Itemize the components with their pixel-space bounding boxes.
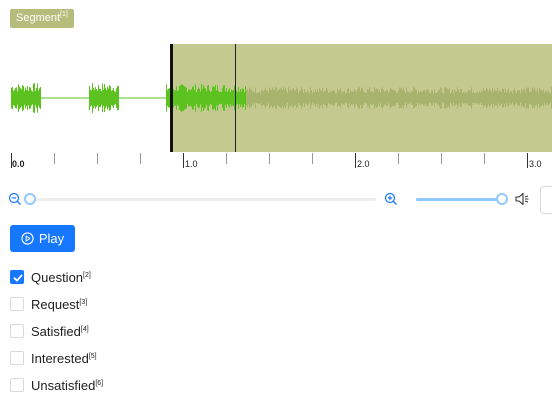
tick-label-2: 2.0 (357, 159, 370, 169)
choice-label: Unsatisfied[6] (31, 377, 104, 393)
player-controls (0, 186, 552, 214)
choice-label: Satisfied[4] (31, 323, 89, 339)
timeline-ruler: 0.0 1.0 2.0 3.0 (0, 150, 552, 174)
choice-interested[interactable]: Interested[5] (10, 349, 97, 367)
checkbox[interactable] (10, 351, 24, 365)
choice-request[interactable]: Request[3] (10, 295, 87, 313)
choice-hotkey: [6] (95, 379, 104, 387)
zoom-slider-track[interactable] (28, 198, 376, 201)
play-circle-icon (21, 232, 34, 245)
checkbox[interactable] (10, 324, 24, 338)
volume-slider-fill (416, 198, 502, 201)
waveform-played (11, 83, 246, 113)
checkbox[interactable] (10, 378, 24, 392)
choice-satisfied[interactable]: Satisfied[4] (10, 322, 89, 340)
choice-hotkey: [5] (88, 352, 97, 360)
choice-label: Question[2] (31, 269, 91, 285)
zoom-slider-handle[interactable] (24, 193, 36, 205)
waveform-unplayed (246, 87, 552, 109)
volume-slider-handle[interactable] (496, 193, 508, 205)
zoom-in-icon[interactable] (384, 192, 398, 206)
play-button[interactable]: Play (10, 225, 75, 252)
zoom-out-icon[interactable] (8, 192, 22, 206)
volume-slider-track[interactable] (416, 198, 502, 201)
choice-question[interactable]: Question[2] (10, 268, 91, 286)
checkbox[interactable] (10, 270, 24, 284)
region-start-handle (170, 44, 173, 152)
checkmark-icon (13, 274, 23, 282)
play-button-label: Play (38, 231, 65, 246)
segment-label-tag[interactable]: Segment[1] (10, 9, 74, 28)
timeline-ticks (11, 153, 528, 168)
tick-label-0: 0.0 (12, 159, 25, 169)
tick-label-3: 3.0 (529, 159, 542, 169)
audio-waveform[interactable] (0, 44, 552, 152)
tick-label-1: 1.0 (185, 159, 198, 169)
choice-hotkey: [3] (79, 298, 88, 306)
checkbox[interactable] (10, 297, 24, 311)
choice-label: Request[3] (31, 296, 88, 312)
playback-speed-select[interactable] (540, 186, 552, 214)
choice-unsatisfied[interactable]: Unsatisfied[6] (10, 376, 103, 394)
choice-label: Interested[5] (31, 350, 97, 366)
choice-hotkey: [4] (80, 325, 89, 333)
volume-icon[interactable] (514, 191, 530, 207)
segment-tag-text: Segment (16, 12, 61, 24)
segment-tag-hotkey: [1] (60, 11, 68, 18)
waveform-canvas[interactable] (0, 44, 552, 152)
choice-hotkey: [2] (83, 271, 91, 279)
